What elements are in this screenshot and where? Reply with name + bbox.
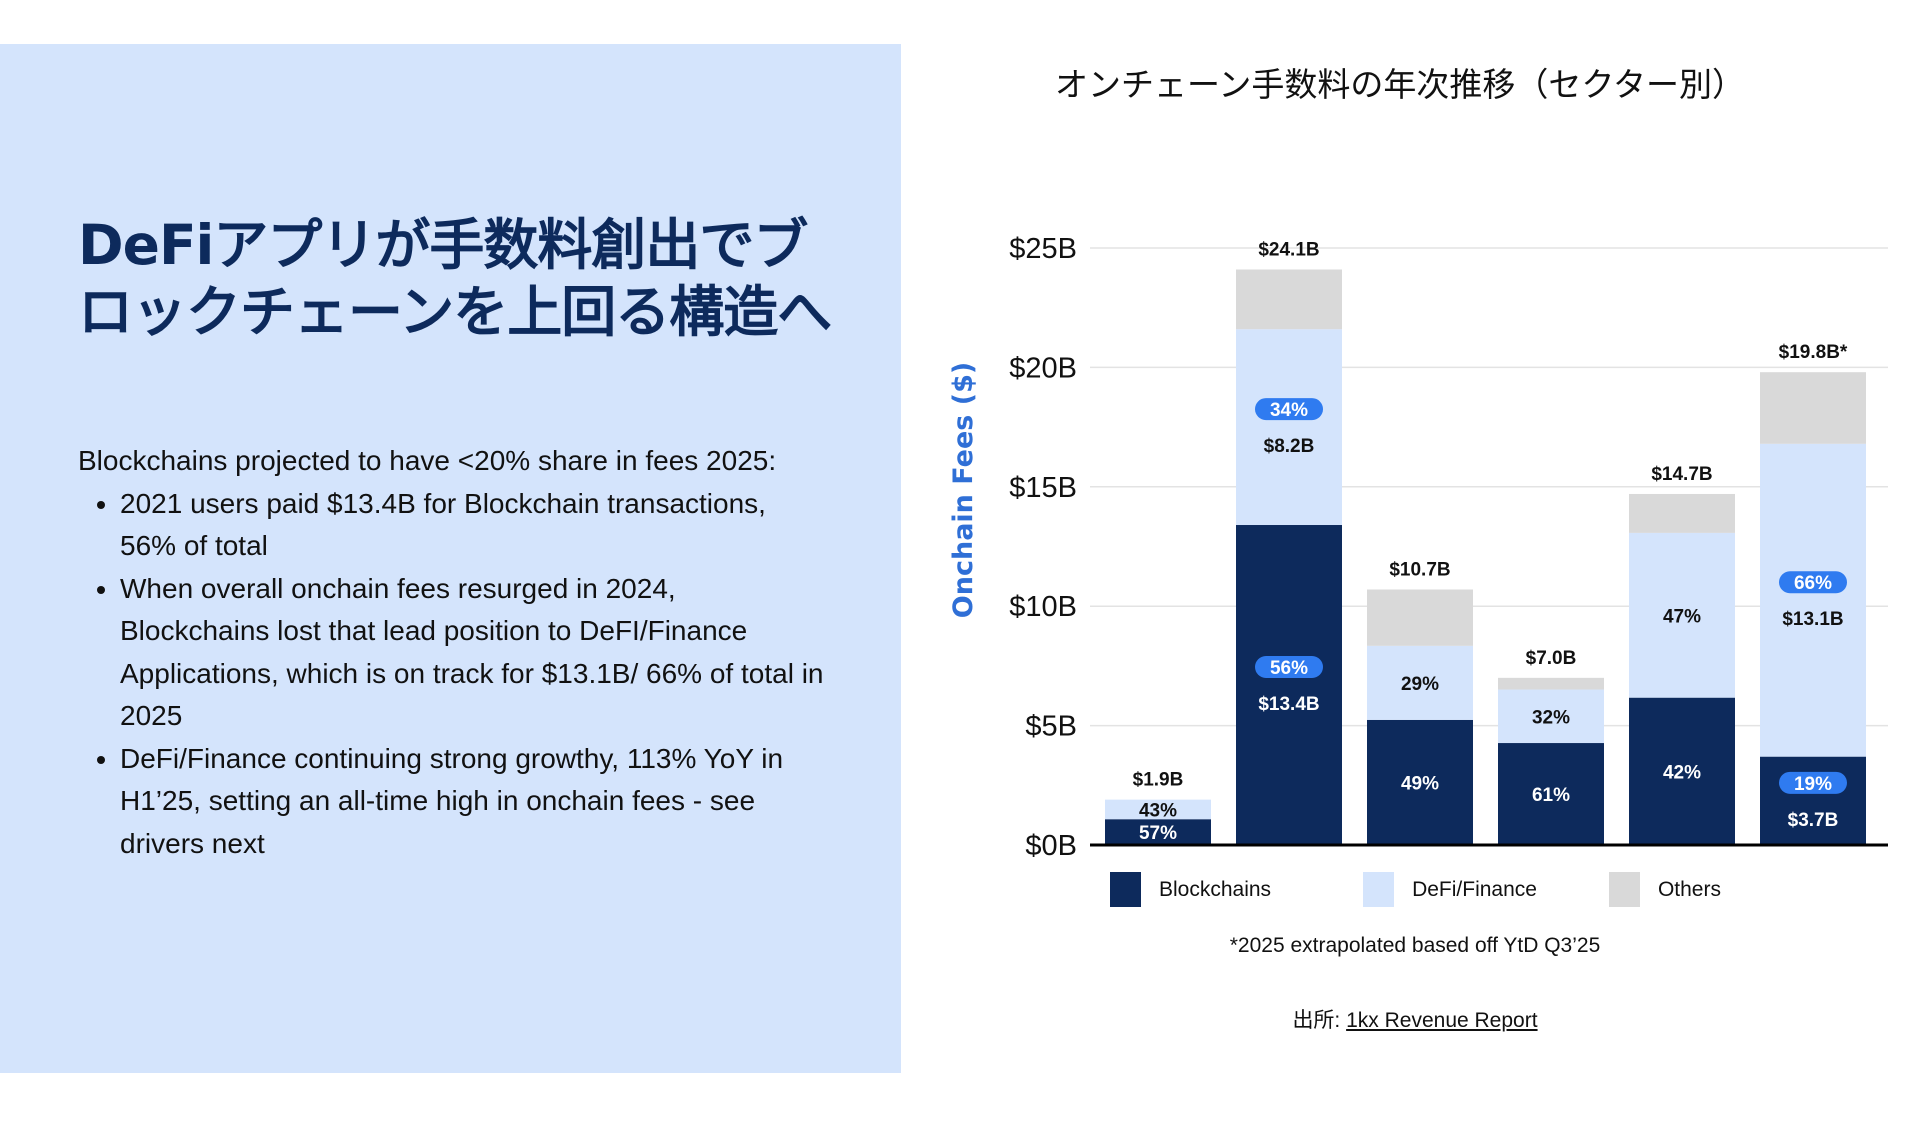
bar-segment-defi-finance: [1367, 645, 1473, 720]
legend-label: Others: [1657, 877, 1721, 901]
segment-value-label: $13.1B: [1782, 609, 1843, 630]
segment-percent-label: 34%: [1270, 400, 1308, 421]
page-heading: DeFiアプリが手数料創出でブロックチェーンを上回る構造へ: [78, 213, 832, 344]
segment-percent-label: 29%: [1401, 674, 1439, 695]
source-line: 出所: 1kx Revenue Report: [960, 1004, 1870, 1034]
segment-percent-label: 56%: [1270, 658, 1308, 679]
bar-total-label: $10.7B: [1389, 559, 1450, 580]
chart-legend: Blockchains DeFi/Finance Others: [1110, 872, 1793, 907]
legend-swatch: [1110, 872, 1141, 907]
bar-segment-blockchains: [1629, 697, 1735, 845]
highlight-pill: [1255, 398, 1323, 421]
segment-percent-label: 61%: [1532, 785, 1570, 806]
segment-percent-label: 49%: [1401, 773, 1439, 794]
legend-item-defi: DeFi/Finance: [1363, 872, 1537, 907]
y-tick-label: $25B: [1009, 233, 1077, 265]
bar-total-label: $7.0B: [1526, 648, 1577, 669]
legend-label: Blockchains: [1159, 877, 1272, 901]
segment-percent-label: 43%: [1139, 800, 1177, 821]
bar-segment-others: [1760, 372, 1866, 444]
y-tick-label: $20B: [1009, 352, 1077, 384]
y-tick-label: $5B: [1025, 711, 1077, 743]
segment-percent-label: 19%: [1794, 774, 1832, 795]
segment-value-label: $3.7B: [1788, 810, 1839, 831]
legend-item-others: Others: [1608, 872, 1721, 907]
highlight-pill: [1779, 571, 1847, 594]
y-tick-label: $0B: [1025, 830, 1077, 862]
bar-segment-blockchains: [1236, 525, 1342, 845]
bar-segment-blockchains: [1105, 819, 1211, 845]
legend-item-blockchains: Blockchains: [1110, 872, 1271, 907]
bullet-item: DeFi/Finance continuing strong growthy, …: [120, 738, 828, 866]
segment-percent-label: 66%: [1794, 573, 1832, 594]
bullet-item: When overall onchain fees resurged in 20…: [120, 568, 828, 738]
bar-segment-blockchains: [1367, 719, 1473, 845]
chart-title: オンチェーン手数料の年次推移（セクター別）: [1054, 65, 1746, 104]
segment-percent-label: 57%: [1139, 823, 1177, 844]
bar-segment-defi-finance: [1629, 532, 1735, 698]
bar-segment-others: [1236, 269, 1342, 330]
highlight-pill: [1255, 656, 1323, 679]
bar-segment-others: [1367, 589, 1473, 646]
legend-swatch: [1363, 872, 1395, 907]
highlight-pill: [1779, 771, 1847, 794]
legend-swatch: [1608, 872, 1640, 907]
bar-total-label: $19.8B*: [1779, 342, 1848, 363]
bar-segment-others: [1629, 493, 1735, 533]
bar-segment-others: [1498, 677, 1604, 690]
y-tick-label: $10B: [1009, 591, 1077, 623]
bar-total-label: $14.7B: [1651, 464, 1712, 485]
segment-value-label: $13.4B: [1258, 694, 1319, 715]
bar-segment-blockchains: [1498, 743, 1604, 845]
summary-text: Blockchains projected to have <20% share…: [78, 440, 828, 865]
bar-total-label: $24.1B: [1258, 239, 1319, 260]
bar-segment-blockchains: [1760, 756, 1866, 845]
bar-segment-defi-finance: [1105, 799, 1211, 820]
bar-total-label: $1.9B: [1133, 770, 1184, 791]
bar-segment-defi-finance: [1236, 329, 1342, 526]
stacked-bar-chart: $0B $5B $10B $15B $20B $25B Onchain Fees ($) 57…: [948, 233, 1888, 862]
segment-percent-label: 42%: [1663, 762, 1701, 783]
bar-segment-defi-finance: [1760, 443, 1866, 757]
legend-label: DeFi/Finance: [1412, 877, 1537, 901]
y-tick-label: $15B: [1009, 472, 1077, 504]
bar-segment-defi-finance: [1498, 689, 1604, 744]
text-panel: [0, 44, 901, 1073]
segment-value-label: $8.2B: [1264, 436, 1315, 457]
bullet-item: 2021 users paid $13.4B for Blockchain tr…: [120, 483, 828, 568]
segment-percent-label: 47%: [1663, 606, 1701, 627]
chart-footnote: *2025 extrapolated based off YtD Q3’25: [1229, 934, 1601, 957]
intro-text: Blockchains projected to have <20% share…: [78, 445, 777, 476]
segment-percent-label: 32%: [1532, 707, 1570, 728]
bullet-list: 2021 users paid $13.4B for Blockchain tr…: [78, 483, 828, 866]
y-axis-title: Onchain Fees ($): [948, 362, 979, 618]
source-prefix: 出所:: [1292, 1009, 1347, 1032]
source-link[interactable]: 1kx Revenue Report: [1346, 1009, 1538, 1032]
